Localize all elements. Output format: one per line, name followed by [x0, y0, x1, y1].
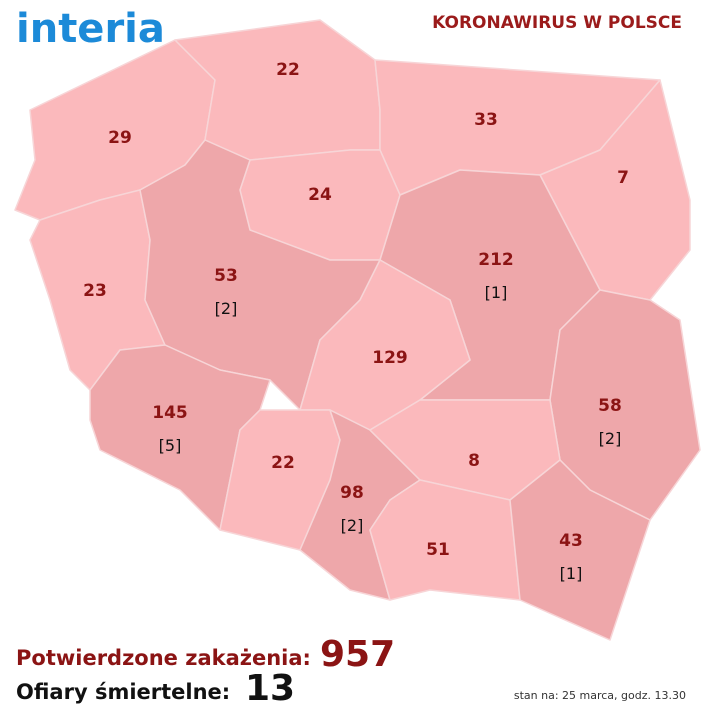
region-deaths: [1]: [560, 564, 583, 583]
region-cases: 8: [468, 451, 480, 471]
region-cases: 51: [426, 540, 450, 560]
region-cases: 22: [276, 60, 300, 80]
region-cases: 58: [598, 396, 622, 416]
region-deaths: [2]: [341, 516, 364, 535]
region-deaths: [2]: [215, 299, 238, 318]
region-cases: 43: [559, 531, 583, 551]
region-cases: 145: [152, 403, 188, 423]
region-deaths: [5]: [159, 436, 182, 455]
region-cases: 129: [372, 348, 408, 368]
region-cases: 29: [108, 128, 132, 148]
region-cases: 98: [340, 483, 364, 503]
region-cases: 53: [214, 266, 238, 286]
deaths-label: Ofiary śmiertelne:: [16, 680, 230, 704]
title: KORONAWIRUS W POLSCE: [432, 13, 682, 33]
deaths-total: 13: [245, 668, 295, 709]
confirmed-label: Potwierdzone zakażenia:: [16, 646, 311, 670]
region: [509, 459, 651, 641]
region-deaths: [1]: [485, 283, 508, 302]
region-deaths: [2]: [599, 429, 622, 448]
region-cases: 212: [478, 250, 514, 270]
region-cases: 22: [271, 453, 295, 473]
confirmed-total: 957: [320, 634, 395, 675]
region-cases: 23: [83, 281, 107, 301]
region-cases: 24: [308, 185, 332, 205]
logo: interia: [16, 6, 165, 52]
footer: stan na: 25 marca, godz. 13.30: [514, 689, 686, 702]
map-regions: [14, 19, 701, 641]
region-cases: 7: [617, 168, 629, 188]
region-cases: 33: [474, 110, 498, 130]
